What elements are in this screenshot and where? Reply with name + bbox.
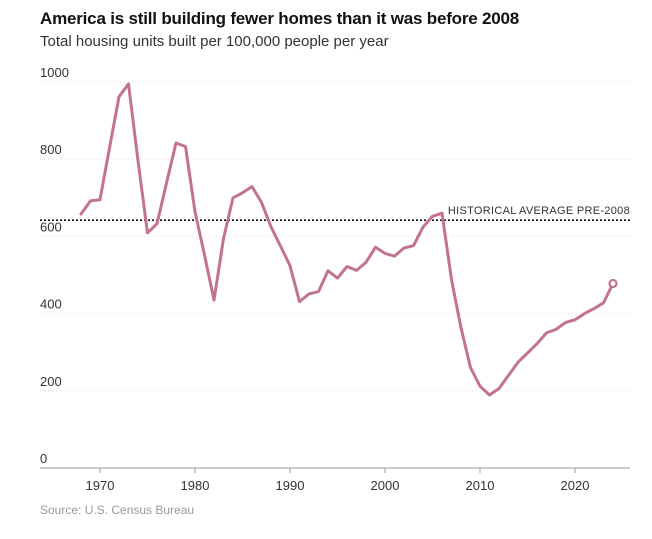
y-tick-label-400: 400	[40, 297, 62, 312]
x-tick-label-1990: 1990	[276, 478, 305, 493]
historical-average-label: HISTORICAL AVERAGE PRE-2008	[448, 205, 630, 217]
reference-line-group: HISTORICAL AVERAGE PRE-2008	[40, 205, 630, 221]
y-tick-label-800: 800	[40, 142, 62, 157]
chart-title: America is still building fewer homes th…	[40, 9, 520, 28]
y-tick-label-0: 0	[40, 451, 47, 466]
housing-line-chart: 0 200 400 600 800 1000 1970 1980 1990 2000 2010 20…	[40, 65, 630, 493]
x-tick-label-2010: 2010	[466, 478, 495, 493]
source-note: Source: U.S. Census Bureau	[40, 503, 195, 517]
chart-subtitle: Total housing units built per 100,000 pe…	[40, 33, 389, 50]
x-axis: 1970 1980 1990 2000 2010 2020	[40, 467, 630, 493]
x-tick-label-1970: 1970	[86, 478, 115, 493]
x-tick-label-2020: 2020	[561, 478, 590, 493]
housing-units-line	[79, 82, 615, 397]
y-tick-label-1000: 1000	[40, 65, 69, 80]
series-layer	[79, 82, 618, 397]
y-tick-label-600: 600	[40, 219, 62, 234]
endpoint-marker	[608, 278, 618, 289]
y-tick-label-200: 200	[40, 374, 62, 389]
grid-layer: 0 200 400 600 800 1000	[40, 65, 630, 466]
x-tick-label-2000: 2000	[371, 478, 400, 493]
x-tick-label-1980: 1980	[181, 478, 210, 493]
